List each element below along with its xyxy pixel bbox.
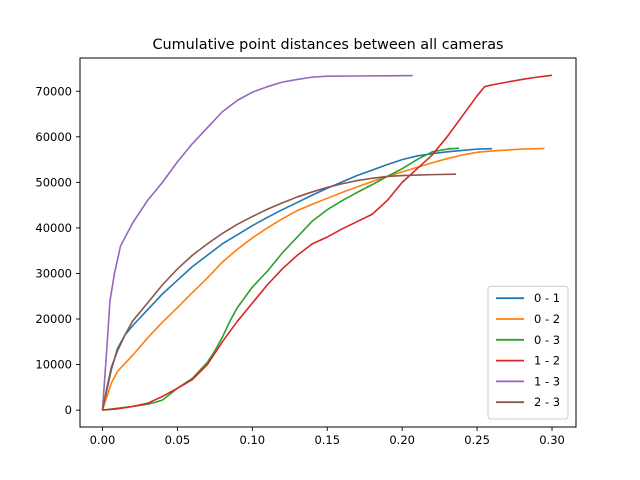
x-tick-label: 0.05: [165, 433, 191, 447]
series-line-3: [102, 74, 553, 411]
x-tick-label: 0.15: [314, 433, 340, 447]
legend: 0 - 1 0 - 2 0 - 3 1 - 2 1 - 3 2 - 3: [487, 285, 569, 420]
plot-frame: [79, 57, 577, 428]
series-line-1: [101, 147, 545, 411]
series-line-4: [101, 74, 413, 411]
x-tick-label: 0.25: [464, 433, 490, 447]
y-tick-label: 70000: [35, 84, 72, 98]
y-tick-label: 20000: [35, 312, 72, 326]
legend-label-3: 1 - 2: [534, 354, 560, 368]
y-axis: 0 10000 20000 30000 40000 50000 60000 70000: [35, 84, 80, 417]
legend-label-0: 0 - 1: [534, 291, 560, 305]
x-tick-label: 0.10: [240, 433, 266, 447]
x-tick-label: 0.20: [389, 433, 415, 447]
chart-title: Cumulative point distances between all c…: [152, 37, 503, 53]
series-layer: [101, 74, 553, 411]
x-tick-label: 0.00: [90, 433, 116, 447]
series-line-2: [102, 147, 460, 411]
legend-label-1: 0 - 2: [534, 312, 560, 326]
y-tick-label: 30000: [35, 266, 72, 280]
y-tick-label: 0: [65, 403, 72, 417]
series-line-0: [101, 147, 493, 411]
y-tick-label: 10000: [35, 358, 72, 372]
y-tick-label: 50000: [35, 175, 72, 189]
legend-label-4: 1 - 3: [534, 374, 560, 388]
legend-label-5: 2 - 3: [534, 395, 560, 409]
x-tick-label: 0.30: [539, 433, 565, 447]
y-tick-label: 60000: [35, 130, 72, 144]
x-axis: 0.00 0.05 0.10 0.15 0.20 0.25 0.30: [90, 427, 565, 447]
series-line-5: [101, 173, 457, 411]
y-tick-label: 40000: [35, 221, 72, 235]
legend-label-2: 0 - 3: [534, 333, 560, 347]
